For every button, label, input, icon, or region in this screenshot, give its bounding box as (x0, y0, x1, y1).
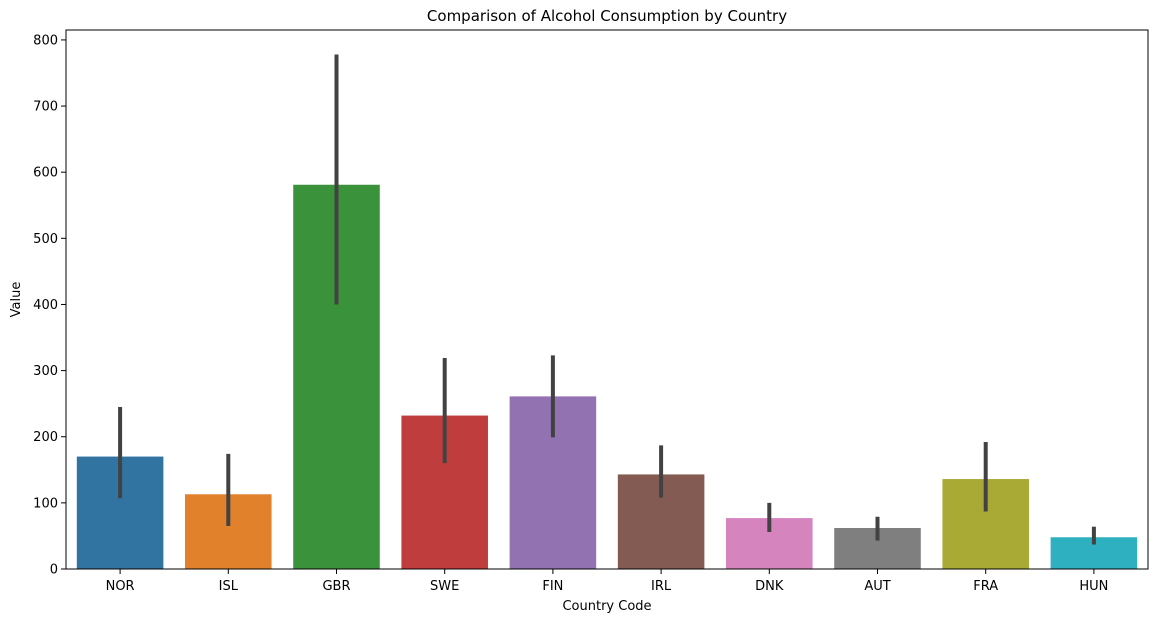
y-tick-label: 300 (33, 364, 58, 379)
x-tick-label-gbr: GBR (322, 579, 350, 594)
y-tick-label: 700 (33, 100, 58, 115)
x-tick-label-nor: NOR (106, 579, 135, 594)
x-tick-label-aut: AUT (864, 579, 890, 594)
y-tick-label: 400 (33, 298, 58, 313)
y-axis: 0 100 200 300 400 500 600 700 800 (33, 33, 66, 578)
x-tick-label-irl: IRL (651, 579, 672, 594)
y-tick-label: 800 (33, 33, 58, 48)
y-axis-title: Value (9, 282, 24, 318)
error-bars-group (118, 54, 1096, 545)
x-tick-label-hun: HUN (1079, 579, 1108, 594)
y-tick-label: 500 (33, 232, 58, 247)
y-tick-label: 0 (50, 563, 58, 578)
bars-group (76, 184, 1138, 569)
x-tick-label-dnk: DNK (755, 579, 784, 594)
x-tick-label-isl: ISL (219, 579, 239, 594)
y-tick-label: 600 (33, 166, 58, 181)
y-tick-label: 100 (33, 496, 58, 511)
x-axis: NOR ISL GBR SWE FIN IRL DNK AUT FRA HUN (106, 569, 1108, 594)
x-axis-title: Country Code (562, 599, 651, 614)
x-tick-label-fin: FIN (542, 579, 563, 594)
chart-title: Comparison of Alcohol Consumption by Cou… (427, 7, 787, 25)
plot-frame (65, 29, 1149, 570)
y-tick-label: 200 (33, 430, 58, 445)
x-tick-label-fra: FRA (973, 579, 998, 594)
x-tick-label-swe: SWE (430, 579, 459, 594)
